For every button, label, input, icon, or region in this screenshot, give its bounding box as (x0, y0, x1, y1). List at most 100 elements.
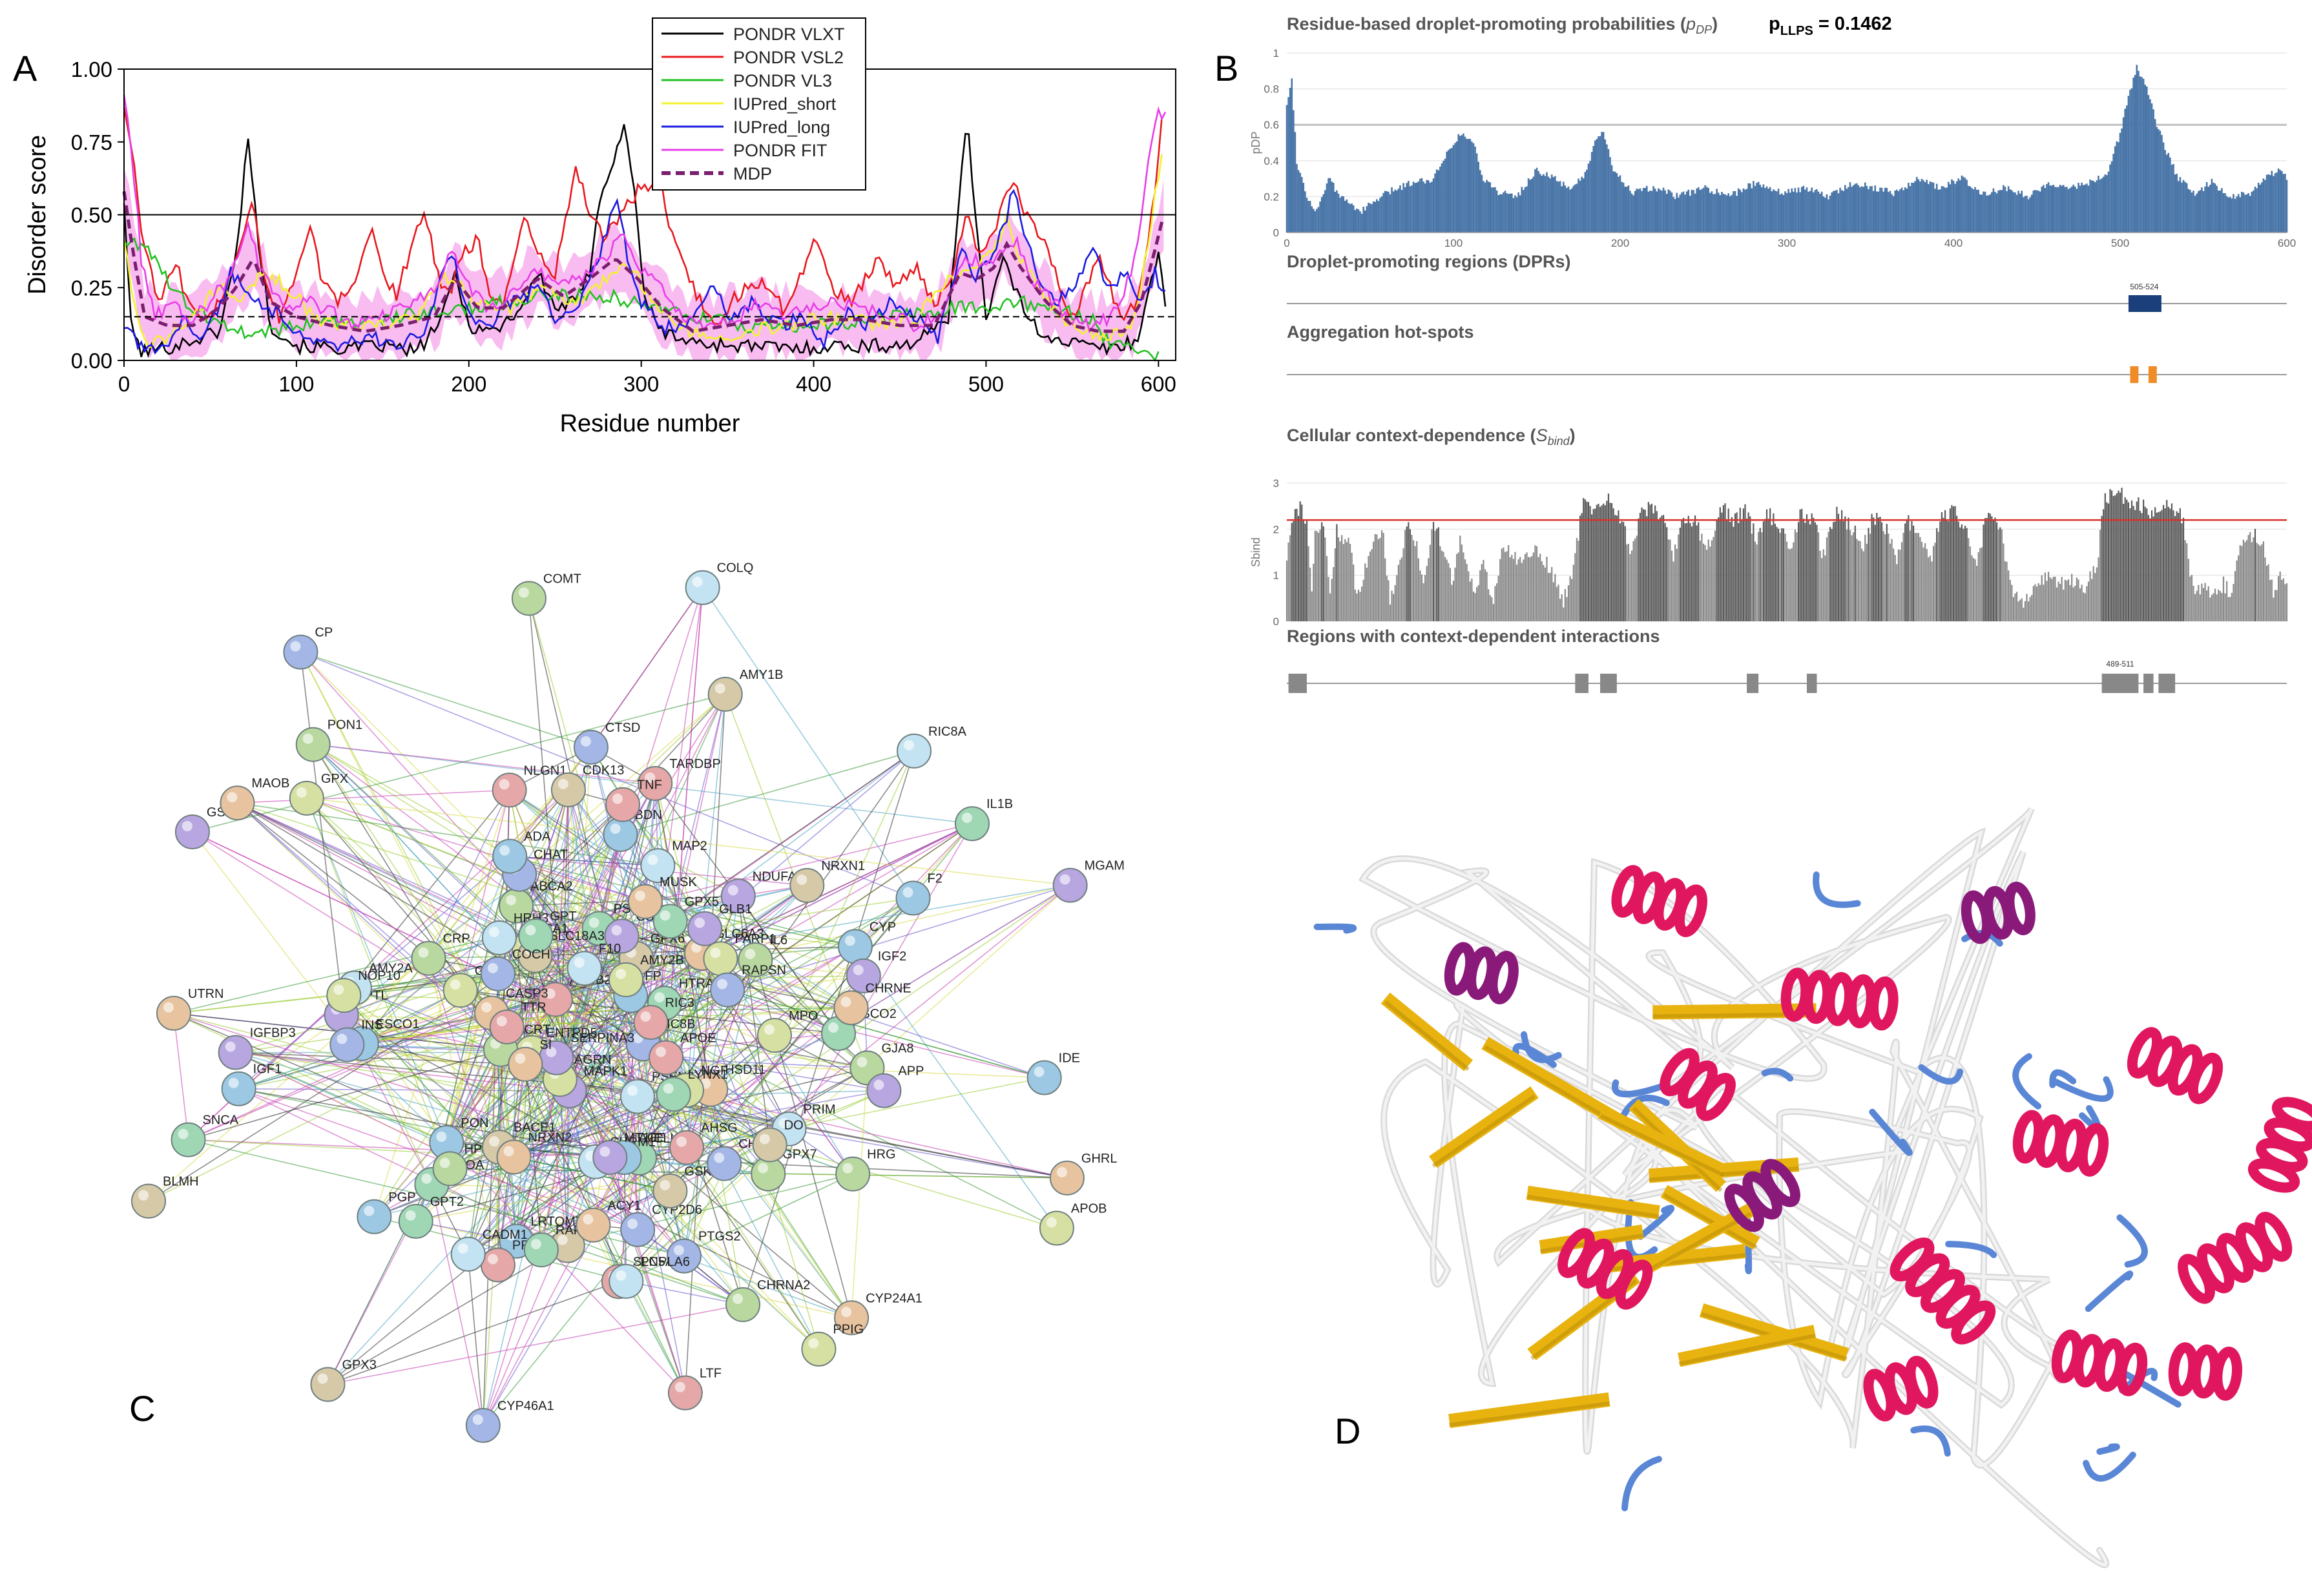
pdp-bar (1736, 196, 1738, 233)
sbind-bar (1559, 599, 1561, 621)
pdp-bar (1483, 181, 1484, 233)
pdp-bar (1803, 186, 1805, 233)
pdp-bar (2192, 191, 2194, 233)
network-node-highlight (290, 641, 300, 652)
sbind-bar (2088, 581, 2089, 621)
sbind-bar (1988, 513, 1989, 621)
sbind-bar (1579, 515, 1581, 621)
sbind-bar (2041, 575, 2043, 621)
network-node-label: GPT2 (430, 1195, 464, 1209)
network-node (609, 963, 643, 997)
network-node-label: SERPINA3 (570, 1031, 634, 1046)
pdp-bar (1864, 183, 1866, 233)
pdp-bar (2148, 95, 2150, 233)
pdp-bar (1809, 191, 1811, 233)
pdp-bar (1957, 178, 1959, 233)
pdp-bar (2278, 169, 2280, 233)
network-node-label: HSD11 (725, 1063, 765, 1077)
pdp-bar (1741, 192, 1743, 233)
sbind-bar (1691, 526, 1692, 621)
pdp-bar (2200, 190, 2202, 233)
network-node (512, 581, 546, 615)
pdp-bar (1854, 184, 1856, 233)
pdp-bar (1493, 187, 1495, 233)
pdp-bar (1643, 188, 1645, 233)
pdp-bar (1306, 198, 1308, 233)
network-node-label: GPX3 (342, 1358, 376, 1372)
network-node-label: IL1B (986, 797, 1013, 811)
pdp-y-tick: 1 (1273, 47, 1279, 59)
sbind-bar (1669, 539, 1671, 621)
sbind-bar (2149, 519, 2151, 621)
network-node (593, 1141, 627, 1174)
agg-region (2149, 366, 2157, 383)
sbind-bar (2248, 535, 2249, 621)
network-node-label: APOB (1071, 1201, 1107, 1216)
pdp-bar (2184, 182, 2186, 233)
pdp-bar (1833, 191, 1835, 233)
sbind-bar (1999, 527, 2001, 621)
pdp-bar (1586, 170, 1588, 233)
pdp-bar (1603, 132, 1605, 233)
network-node-label: INS (361, 1018, 382, 1032)
network-node-highlight (458, 1243, 468, 1254)
pdp-bar (2216, 186, 2218, 233)
sbind-bar (1331, 579, 1333, 621)
sbind-bar (2264, 557, 2265, 621)
network-node-highlight (828, 1022, 838, 1033)
pdp-bar (2174, 174, 2176, 233)
pdp-bar (1526, 186, 1528, 233)
pdp-bar (1379, 198, 1381, 233)
pdp-bar (1594, 141, 1596, 233)
pdp-bar (1997, 191, 1999, 233)
pdp-bar (2183, 180, 2185, 233)
pdp-bar (2068, 189, 2070, 233)
sbind-bar (1483, 560, 1484, 621)
sbind-bar (1289, 535, 1291, 621)
pdp-bar (2178, 181, 2180, 233)
pdp-bar (1321, 197, 1323, 233)
pdp-bar (1628, 185, 1630, 233)
pdp-bar (1598, 136, 1599, 233)
network-node (1028, 1061, 1061, 1094)
pdp-bar (1778, 189, 1780, 233)
pdp-bar (1313, 209, 1315, 233)
pdp-bar (2144, 85, 2146, 233)
sbind-bar (1804, 523, 1806, 621)
agg-title: Aggregation hot-spots (1287, 322, 1474, 342)
sbind-bar (1649, 504, 1651, 621)
pdp-bar (1307, 201, 1309, 233)
pdp-bar (1769, 187, 1771, 233)
network-node-label: ADA (524, 830, 551, 844)
network-node-label: PRIM (804, 1103, 836, 1117)
sbind-bar (2133, 506, 2134, 621)
network-node (838, 929, 872, 963)
sbind-bar (1603, 504, 1604, 621)
sbind-bar (1904, 523, 1906, 621)
pdp-bar (1563, 181, 1565, 233)
sbind-bar (1685, 523, 1686, 621)
pdp-bar (2169, 158, 2171, 233)
sbind-bar (1556, 587, 1557, 621)
sbind-bar (1665, 523, 1666, 621)
sbind-bar (1422, 583, 1424, 621)
pdp-bar (2138, 71, 2140, 233)
pdp-bar (2029, 197, 2031, 233)
pdp-bar (2256, 188, 2258, 233)
pdp-bar (2271, 171, 2273, 233)
pdp-bar (1859, 187, 1861, 233)
sbind-bar (1553, 582, 1554, 621)
sbind-bar (1336, 524, 1337, 621)
sbind-bar (1863, 552, 1864, 621)
pdp-bar (2249, 196, 2251, 233)
sbind-bar (1859, 541, 1860, 621)
sbind-bar (2200, 594, 2201, 621)
pllps-value: pLLPS = 0.1462 (1769, 14, 1892, 38)
sbind-bar (1871, 514, 1872, 621)
pdp-bar (2039, 192, 2041, 233)
dpr-title: Droplet-promoting regions (DPRs) (1287, 252, 1571, 271)
sbind-bar (1922, 548, 1924, 621)
network-node-highlight (640, 1011, 651, 1022)
sbind-bar (1573, 565, 1574, 621)
sbind-bar (2008, 570, 2009, 621)
